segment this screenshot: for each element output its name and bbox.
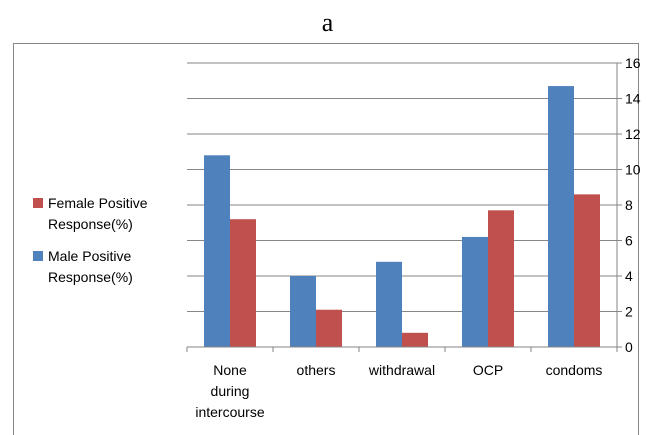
y-tick-label: 8 [625,197,633,213]
x-tick-label: condoms [546,362,603,378]
bar-female-0 [230,219,256,347]
legend-swatch-male [33,251,43,261]
bar-male-4 [548,86,574,347]
bar-male-3 [462,236,488,347]
chart-frame [13,43,639,435]
x-tick-label: None [213,362,247,378]
y-tick-label: 6 [625,233,633,249]
y-tick-label: 4 [625,268,633,284]
bar-female-3 [488,210,514,347]
legend-swatch-female [33,198,43,208]
bar-female-2 [402,332,428,347]
y-tick-label: 10 [625,162,641,178]
x-tick-label: OCP [473,362,503,378]
bar-male-0 [204,155,230,347]
bar-female-4 [574,194,600,347]
y-tick-label: 16 [625,55,641,71]
chart-title: a [321,8,334,37]
legend-label-male: Male Positive Response(%) [48,248,133,285]
y-tick-label: 14 [625,91,641,107]
x-tick-label: intercourse [195,404,264,420]
legend-label-female: Female Positive Response(%) [48,195,148,232]
x-tick-label: withdrawal [368,362,435,378]
bar-male-1 [290,276,316,347]
y-tick-label: 12 [625,126,641,142]
bar-male-2 [376,261,402,347]
y-tick-label: 2 [625,304,633,320]
x-tick-label: others [297,362,336,378]
y-tick-label: 0 [625,339,633,355]
x-tick-label: during [211,383,250,399]
bar-female-1 [316,309,342,347]
